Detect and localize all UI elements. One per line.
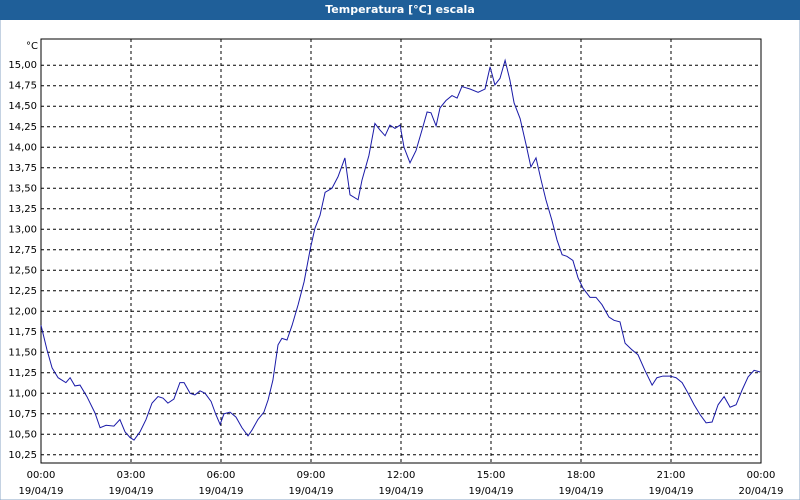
y-tick-label: 11,50: [8, 347, 37, 358]
x-tick-date: 19/04/19: [19, 486, 64, 497]
x-tick-label: 15:00: [477, 470, 506, 481]
y-tick-label: 13,25: [8, 204, 37, 215]
title-bar: [0, 0, 800, 20]
y-tick-label: 14,25: [8, 122, 37, 133]
x-tick-label: 00:00: [27, 470, 56, 481]
y-tick-label: 13,50: [8, 183, 37, 194]
y-tick-label: 15,00: [8, 60, 37, 71]
y-tick-label: 14,50: [8, 101, 37, 112]
y-tick-label: 10,75: [8, 409, 37, 420]
x-tick-date: 19/04/19: [379, 486, 424, 497]
x-tick-date: 19/04/19: [649, 486, 694, 497]
x-tick-label: 06:00: [207, 470, 236, 481]
x-tick-date: 19/04/19: [559, 486, 604, 497]
x-tick-label: 21:00: [657, 470, 686, 481]
y-tick-label: 13,00: [8, 224, 37, 235]
x-tick-label: 03:00: [117, 470, 146, 481]
y-tick-label: 13,75: [8, 163, 37, 174]
x-tick-date: 19/04/19: [289, 486, 334, 497]
y-unit: °C: [26, 41, 38, 52]
y-tick-label: 12,25: [8, 286, 37, 297]
y-tick-label: 12,75: [8, 245, 37, 256]
chart-title: Temperatura [°C] escala: [325, 3, 475, 16]
x-tick-label: 12:00: [387, 470, 416, 481]
x-tick-label: 00:00: [747, 470, 776, 481]
y-tick-label: 12,50: [8, 265, 37, 276]
x-tick-date: 19/04/19: [109, 486, 154, 497]
x-tick-date: 20/04/19: [739, 486, 784, 497]
x-tick-label: 09:00: [297, 470, 326, 481]
y-tick-label: 11,00: [8, 388, 37, 399]
y-tick-label: 10,50: [8, 429, 37, 440]
y-tick-label: 11,25: [8, 368, 37, 379]
x-tick-label: 18:00: [567, 470, 596, 481]
y-tick-label: 14,75: [8, 81, 37, 92]
y-tick-label: 14,00: [8, 142, 37, 153]
x-tick-date: 19/04/19: [199, 486, 244, 497]
y-tick-label: 10,25: [8, 450, 37, 461]
y-tick-label: 11,75: [8, 327, 37, 338]
y-tick-label: 12,00: [8, 306, 37, 317]
data-line: [40, 58, 761, 441]
x-tick-date: 19/04/19: [469, 486, 514, 497]
